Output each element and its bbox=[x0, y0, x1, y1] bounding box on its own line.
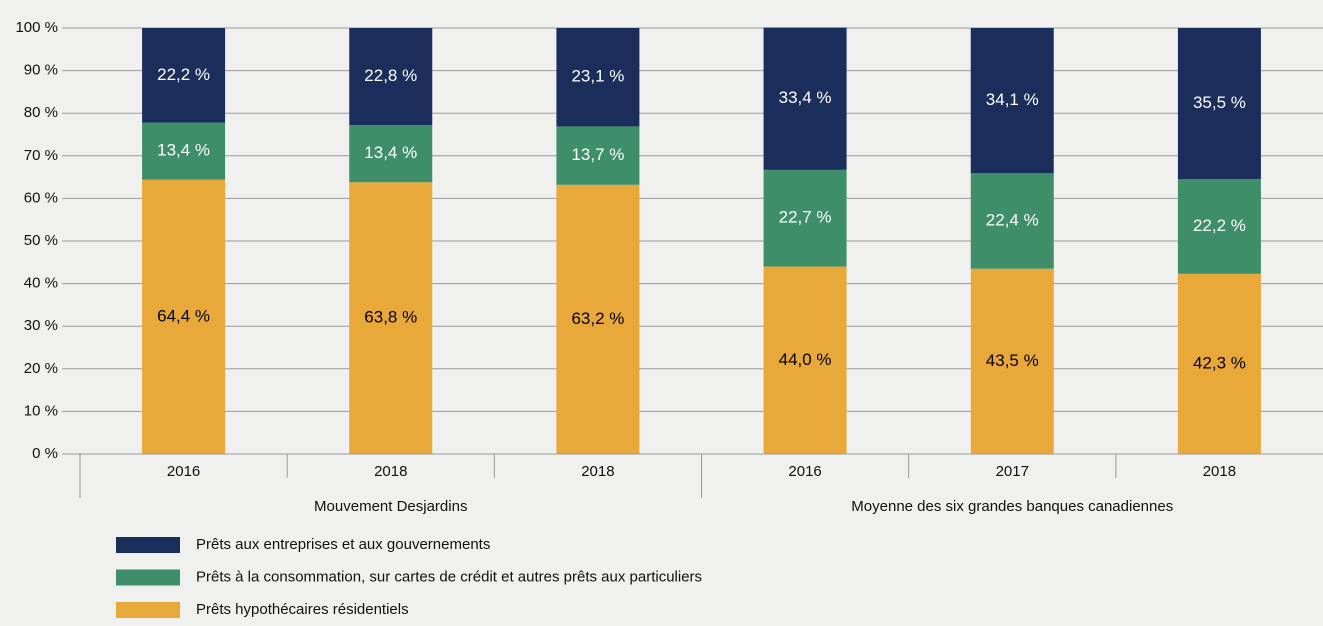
data-label: 64,4 % bbox=[157, 306, 210, 325]
y-tick-label: 40 % bbox=[24, 275, 58, 292]
x-tick-label: 2016 bbox=[167, 463, 200, 480]
legend-label: Prêts hypothécaires résidentiels bbox=[196, 601, 409, 618]
y-tick-label: 0 % bbox=[32, 445, 58, 462]
y-tick-label: 10 % bbox=[24, 402, 58, 419]
bar-segment bbox=[349, 28, 433, 126]
data-label: 33,4 % bbox=[779, 88, 832, 107]
bar-segment bbox=[556, 184, 640, 454]
y-tick-label: 80 % bbox=[24, 104, 58, 121]
legend-label: Prêts à la consommation, sur cartes de c… bbox=[196, 568, 702, 585]
data-label: 23,1 % bbox=[571, 67, 624, 86]
y-tick-label: 100 % bbox=[15, 19, 58, 36]
bar-segment bbox=[556, 126, 640, 185]
bar-segment bbox=[142, 28, 226, 123]
group-label: Moyenne des six grandes banques canadien… bbox=[851, 498, 1173, 515]
group-label: Mouvement Desjardins bbox=[314, 498, 467, 515]
bar-segment bbox=[349, 125, 433, 183]
bar-segment bbox=[970, 268, 1054, 454]
data-label: 63,2 % bbox=[571, 309, 624, 328]
y-tick-label: 70 % bbox=[24, 147, 58, 164]
data-label: 43,5 % bbox=[986, 351, 1039, 370]
legend-swatch bbox=[116, 569, 180, 586]
bar-segment bbox=[1177, 28, 1261, 180]
data-label: 63,8 % bbox=[364, 308, 417, 327]
data-label: 44,0 % bbox=[779, 350, 832, 369]
data-label: 35,5 % bbox=[1193, 93, 1246, 112]
bar-segment bbox=[1177, 179, 1261, 274]
x-tick-label: 2016 bbox=[788, 463, 821, 480]
data-label: 34,1 % bbox=[986, 90, 1039, 109]
data-label: 22,4 % bbox=[986, 210, 1039, 229]
bar-segment bbox=[556, 28, 640, 127]
x-tick-label: 2018 bbox=[581, 463, 614, 480]
x-tick-label: 2018 bbox=[374, 463, 407, 480]
bar-segment bbox=[1177, 273, 1261, 454]
legend-swatch bbox=[116, 537, 180, 553]
bar-segment bbox=[970, 28, 1054, 174]
data-label: 42,3 % bbox=[1193, 353, 1246, 372]
bar-segment bbox=[142, 122, 226, 180]
y-tick-label: 90 % bbox=[24, 62, 58, 79]
legend-swatch bbox=[116, 602, 180, 618]
bar-segment bbox=[970, 173, 1054, 269]
data-label: 13,4 % bbox=[364, 143, 417, 162]
y-tick-label: 30 % bbox=[24, 317, 58, 334]
bar-segment bbox=[142, 179, 226, 454]
x-tick-label: 2018 bbox=[1203, 463, 1236, 480]
bar-segment bbox=[763, 169, 847, 267]
y-tick-label: 50 % bbox=[24, 232, 58, 249]
y-tick-label: 60 % bbox=[24, 189, 58, 206]
data-label: 13,4 % bbox=[157, 141, 210, 160]
data-label: 22,2 % bbox=[157, 65, 210, 84]
x-tick-label: 2017 bbox=[996, 463, 1029, 480]
data-label: 13,7 % bbox=[571, 145, 624, 164]
data-label: 22,2 % bbox=[1193, 216, 1246, 235]
legend-label: Prêts aux entreprises et aux gouvernemen… bbox=[196, 536, 490, 553]
data-label: 22,8 % bbox=[364, 66, 417, 85]
bar-segment bbox=[763, 266, 847, 454]
y-tick-label: 20 % bbox=[24, 360, 58, 377]
bar-segment bbox=[763, 27, 847, 170]
bar-segment bbox=[349, 182, 433, 454]
data-label: 22,7 % bbox=[779, 208, 832, 227]
